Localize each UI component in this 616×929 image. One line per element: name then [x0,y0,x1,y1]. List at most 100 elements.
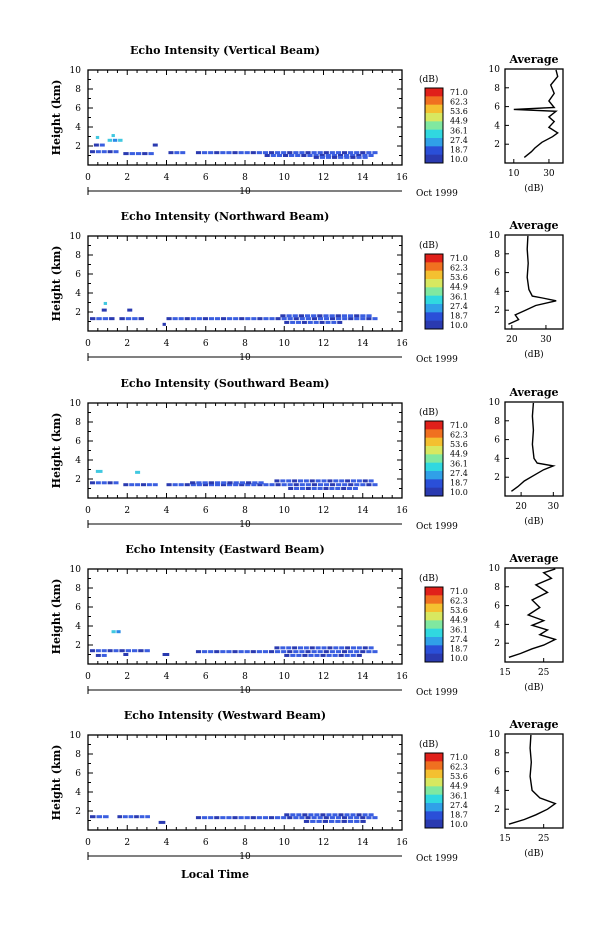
echo-mark [287,317,293,321]
echo-mark [111,134,115,138]
echo-mark [317,483,324,487]
y-axis-label: Height (km) [50,579,63,655]
x-tick-label: 0 [85,506,91,516]
echo-mark [341,487,347,490]
echo-mark [309,646,315,650]
echo-mark [336,317,342,321]
colorbar-tick-label: 44.9 [450,450,468,459]
x-tick-label: 12 [318,672,329,682]
echo-mark [284,653,290,657]
colorbar-tick-label: 10.0 [450,654,468,663]
profile-x-tick-label: 30 [540,335,552,345]
echo-mark [348,483,354,487]
echo-mark [366,151,372,155]
echo-mark [350,154,356,157]
echo-mark [329,151,335,155]
colorbar-tick-label: 53.6 [450,606,468,615]
echo-mark [299,650,305,654]
echo-mark [184,317,190,321]
echo-mark [174,151,180,155]
echo-mark [362,813,368,817]
echo-mark [332,155,338,159]
echo-mark [280,314,286,318]
profile-y-tick-label: 6 [494,269,500,279]
echo-mark [195,151,202,155]
profile-y-tick-label: 8 [494,250,500,260]
profile-frame [504,567,564,663]
profile-y-tick-label: 4 [494,786,500,796]
colorbar-swatch [425,595,443,605]
echo-mark [303,479,309,483]
echo-mark [360,317,366,321]
colorbar-tick-label: 62.3 [450,98,468,107]
echo-mark [263,483,269,487]
y-tick-label: 6 [75,270,81,280]
colorbar-frame [424,253,444,330]
echo-mark [101,649,107,653]
echo-mark [342,483,348,487]
echo-mark [341,314,348,318]
echo-mark [134,815,139,819]
echo-mark [274,479,280,483]
profile-line [513,69,559,158]
y-tick-label: 2 [75,807,81,817]
colorbar-swatch [425,88,443,97]
colorbar-tick-label: 18.7 [450,478,468,487]
date-label: Oct 1999 [416,688,458,698]
echo-mark [313,154,319,157]
echo-mark [208,483,215,487]
colorbar-swatch [425,794,443,804]
echo-mark [281,816,287,820]
date-number: 10 [239,520,251,530]
echo-mark [238,816,244,820]
colorbar-tick-label: 62.3 [450,597,468,606]
echo-mark [284,320,290,324]
colorbar-tick-label: 36.1 [450,459,468,468]
echo-mark [344,813,350,817]
echo-mark [321,479,327,483]
echo-mark [244,816,250,820]
x-tick-label: 8 [242,672,248,682]
colorbar-swatch [425,653,443,663]
echo-mark [190,481,196,485]
echo-mark [360,816,366,820]
echo-mark [93,143,99,147]
x-tick-label: 16 [396,672,408,682]
echo-mark [125,317,132,321]
echo-mark [190,317,196,321]
colorbar-swatch [425,778,443,787]
echo-mark [135,483,141,487]
colorbar-swatch [425,254,443,263]
echo-mark [202,483,208,487]
echo-mark [368,813,374,817]
profile-x-tick-label: 20 [515,502,527,512]
echo-mark [268,151,275,155]
echo-mark [127,308,133,312]
x-tick-label: 10 [279,838,291,848]
x-tick-label: 2 [124,838,130,848]
echo-mark [166,317,172,321]
echo-mark [372,483,378,487]
echo-mark [109,317,115,321]
echo-mark [123,483,129,487]
echo-mark [172,483,178,487]
colorbar-swatch [425,129,443,139]
echo-mark [103,815,109,819]
echo-mark [350,646,356,650]
plot-frame [87,69,403,166]
echo-mark [311,314,317,318]
echo-mark [362,154,368,157]
profile-title: Average [508,219,558,232]
echo-mark [113,150,119,154]
profile-title: Average [508,53,558,66]
echo-mark [95,653,101,657]
echo-mark [262,151,269,155]
colorbar-swatch [425,786,443,796]
x-tick-label: 14 [357,506,369,516]
colorbar-tick-label: 53.6 [450,772,468,781]
echo-mark [129,152,135,156]
x-tick-label: 4 [164,838,170,848]
x-tick-label: 16 [396,339,408,349]
colorbar-tick-label: 10.0 [450,155,468,164]
echo-mark [166,483,172,487]
